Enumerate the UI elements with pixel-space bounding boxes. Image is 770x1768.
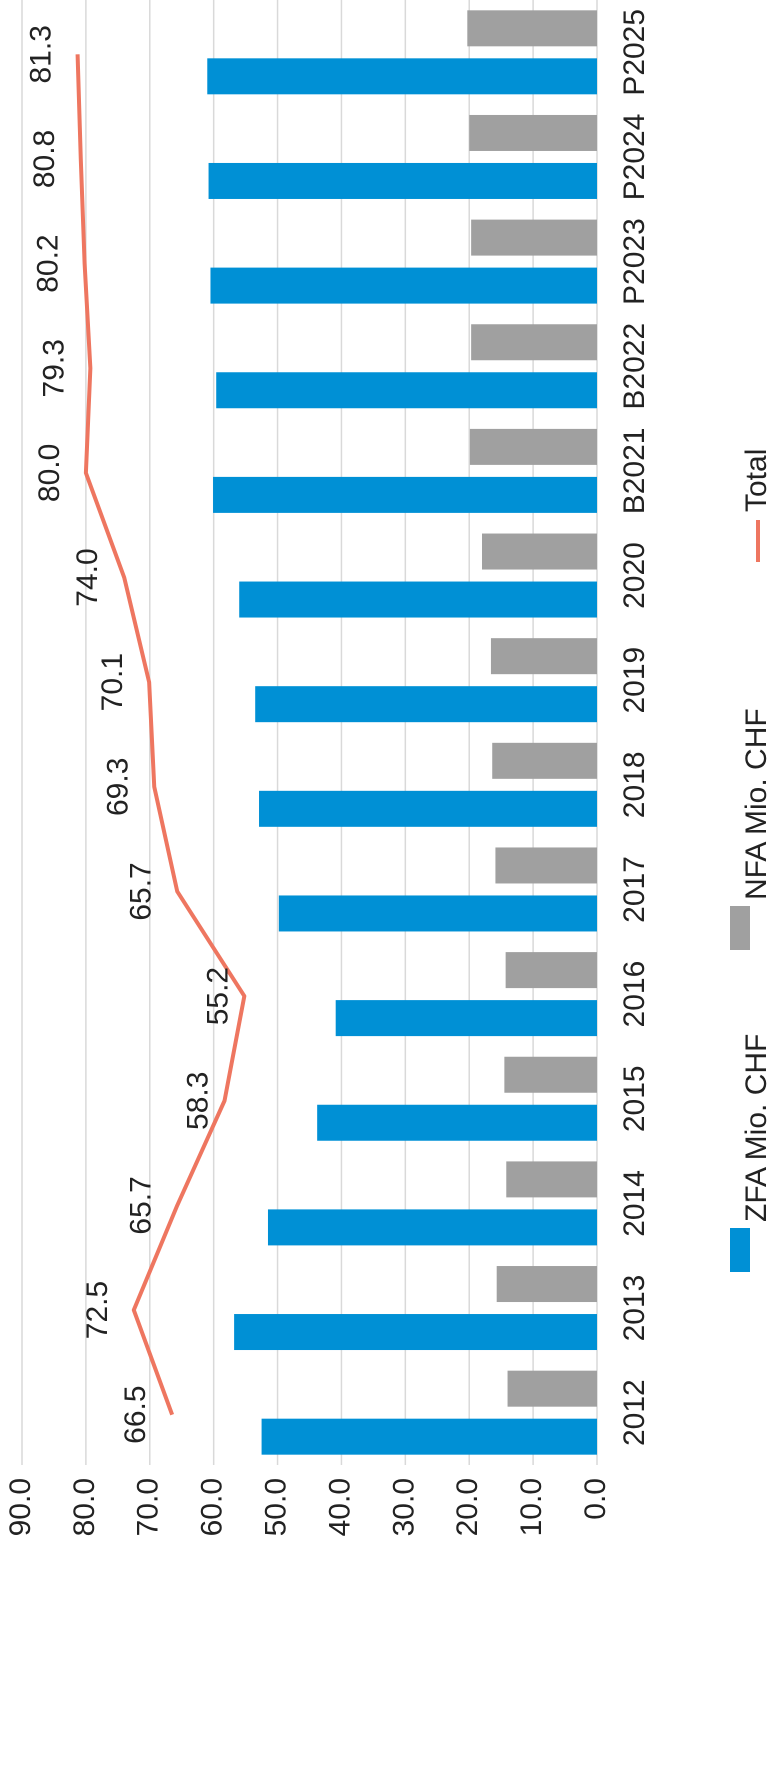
total-data-label: 80.8 (28, 130, 61, 188)
bar-zfa (207, 58, 597, 95)
bar-zfa (239, 581, 597, 618)
bar-nfa (492, 742, 597, 779)
bar-zfa (317, 1104, 597, 1141)
legend-label-total: Total (740, 449, 770, 512)
bar-zfa (208, 162, 598, 199)
bar-nfa (505, 952, 597, 989)
category-label: B2021 (618, 428, 651, 515)
y-tick-label: 0.0 (579, 1478, 612, 1520)
total-data-label: 65.7 (124, 1176, 157, 1234)
total-data-label: 81.3 (25, 25, 58, 83)
total-data-label: 74.0 (71, 548, 104, 606)
total-line-path (75, 54, 247, 1416)
y-tick-label: 90.0 (4, 1478, 37, 1536)
category-label: P2023 (618, 218, 651, 305)
total-line (75, 54, 247, 1416)
y-axis-ticks: 0.0 10.0 20.0 30.0 40.0 50.0 60.0 70.0 80.0 90.0 (4, 1478, 612, 1536)
category-label: 2014 (618, 1170, 651, 1237)
y-tick-label: 50.0 (259, 1478, 292, 1536)
bar-zfa (335, 1000, 597, 1037)
y-tick-label: 60.0 (196, 1478, 229, 1536)
total-data-labels: 66.5 72.5 65.7 58.3 55.2 65.7 69.3 70.1 74.0 80.0… (25, 25, 235, 1444)
bar-zfa (216, 372, 597, 409)
bar-nfa (467, 10, 597, 47)
bar-zfa (255, 686, 597, 723)
bar-nfa (469, 114, 597, 151)
category-label: 2019 (618, 647, 651, 714)
legend: ZFA Mio. CHF NFA Mio. CHF Total (730, 449, 770, 1272)
legend-swatch-nfa (730, 906, 750, 950)
category-label: B2022 (618, 323, 651, 410)
category-label: P2024 (618, 114, 651, 201)
category-label: 2016 (618, 961, 651, 1028)
category-label: P2025 (618, 9, 651, 96)
total-data-label: 72.5 (81, 1281, 114, 1339)
bar-nfa (490, 638, 597, 675)
bar-zfa (261, 1418, 597, 1455)
bar-nfa (507, 1370, 597, 1407)
category-label: 2012 (618, 1379, 651, 1446)
bar-nfa (469, 428, 597, 465)
bar-zfa (210, 267, 597, 304)
bars (207, 10, 598, 1455)
total-data-label: 66.5 (119, 1385, 152, 1443)
bar-zfa (259, 790, 597, 827)
y-tick-label: 20.0 (451, 1478, 484, 1536)
total-data-label: 79.3 (37, 339, 70, 397)
bar-zfa (278, 895, 597, 932)
category-label: 2015 (618, 1065, 651, 1132)
bar-nfa (504, 1056, 597, 1093)
y-tick-label: 10.0 (515, 1478, 548, 1536)
bar-nfa (506, 1161, 597, 1198)
total-data-label: 69.3 (101, 758, 134, 816)
category-label: 2020 (618, 542, 651, 609)
category-label: 2013 (618, 1275, 651, 1342)
bar-zfa (234, 1314, 597, 1351)
legend-label-zfa: ZFA Mio. CHF (740, 1034, 770, 1222)
total-data-label: 70.1 (96, 653, 129, 711)
total-data-label: 55.2 (201, 967, 234, 1025)
bar-nfa (471, 219, 597, 256)
total-data-label: 58.3 (182, 1072, 215, 1130)
total-data-label: 65.7 (124, 862, 157, 920)
category-label: 2018 (618, 751, 651, 818)
total-data-label: 80.2 (32, 234, 65, 292)
category-label: 2017 (618, 856, 651, 923)
total-data-label: 80.0 (33, 444, 66, 502)
y-tick-label: 30.0 (387, 1478, 420, 1536)
y-tick-label: 70.0 (132, 1478, 165, 1536)
bar-nfa (471, 324, 597, 361)
bar-nfa (496, 1266, 597, 1303)
bar-nfa (482, 533, 597, 570)
bar-zfa (213, 476, 597, 513)
bar-nfa (495, 847, 597, 884)
y-tick-label: 40.0 (323, 1478, 356, 1536)
bar-zfa (267, 1209, 597, 1246)
legend-label-nfa: NFA Mio. CHF (740, 708, 770, 900)
legend-swatch-zfa (730, 1228, 750, 1272)
y-tick-label: 80.0 (68, 1478, 101, 1536)
category-labels: 2012 2013 2014 2015 2016 2017 2018 2019 2020 B202… (618, 9, 651, 1446)
